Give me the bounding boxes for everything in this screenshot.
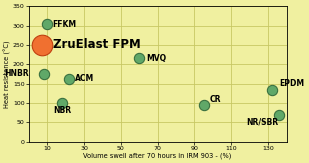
Point	[41, 73, 46, 75]
Text: CR: CR	[209, 95, 221, 104]
Text: ZruElast FPM: ZruElast FPM	[53, 38, 141, 51]
Point	[201, 104, 206, 106]
Text: EPDM: EPDM	[279, 79, 304, 88]
Text: NR/SBR: NR/SBR	[247, 118, 279, 127]
Text: NBR: NBR	[53, 105, 71, 114]
Point	[67, 77, 72, 80]
Point	[39, 44, 44, 46]
Text: FFKM: FFKM	[53, 20, 77, 29]
Point	[45, 23, 50, 26]
Text: ACM: ACM	[75, 74, 94, 83]
Y-axis label: Heat resistance (°C): Heat resistance (°C)	[4, 40, 11, 108]
Point	[269, 89, 274, 92]
Point	[277, 114, 282, 117]
Point	[59, 102, 64, 104]
Text: HNBR: HNBR	[4, 69, 29, 78]
Text: MVQ: MVQ	[147, 54, 167, 63]
Point	[137, 57, 142, 60]
X-axis label: Volume swell after 70 hours in IRM 903 - (%): Volume swell after 70 hours in IRM 903 -…	[83, 152, 232, 159]
